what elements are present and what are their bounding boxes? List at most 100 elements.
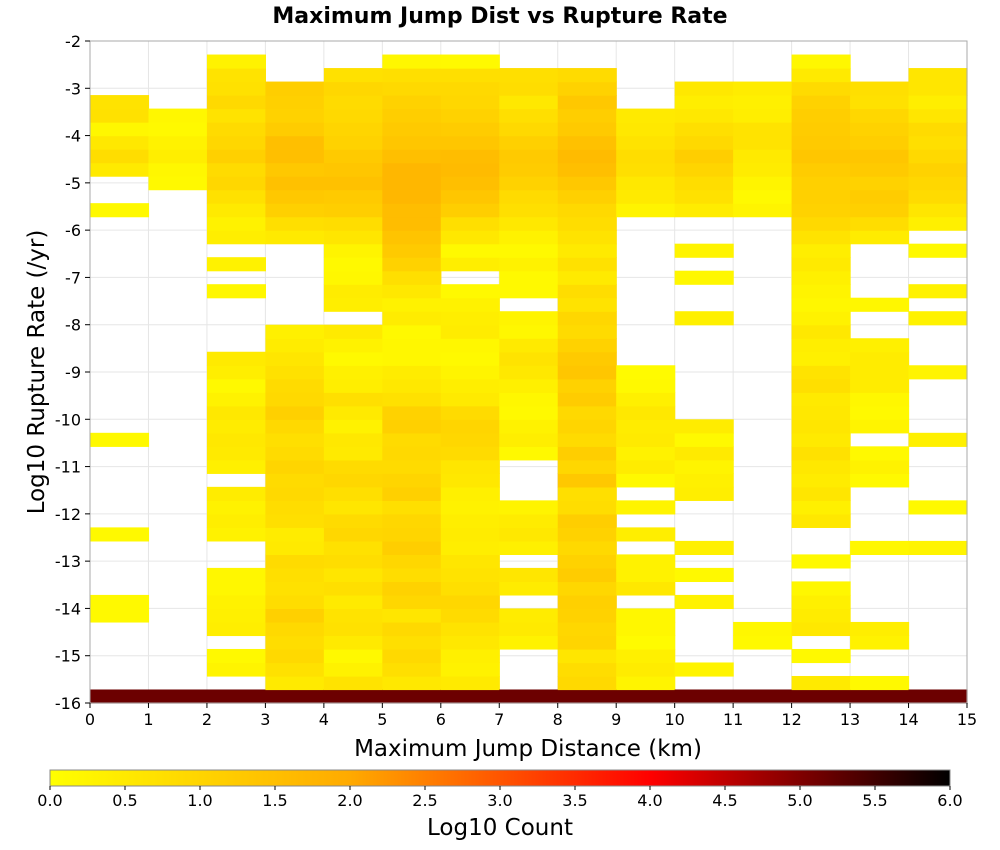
heatmap-cell <box>382 122 442 137</box>
heatmap-cell <box>908 500 968 515</box>
y-tick-label: -9 <box>65 363 81 382</box>
heatmap-cell <box>499 432 559 447</box>
heatmap-cell <box>382 162 442 177</box>
heatmap-cell <box>206 432 266 447</box>
heatmap-cell <box>323 392 383 407</box>
heatmap-cell <box>674 108 734 123</box>
heatmap-cell <box>674 95 734 110</box>
heatmap-cell <box>323 81 383 96</box>
x-tick-label: 10 <box>664 710 684 729</box>
heatmap-cell <box>382 230 442 245</box>
heatmap-cell <box>499 108 559 123</box>
heatmap-cell <box>440 554 500 569</box>
heatmap-cell <box>499 365 559 380</box>
heatmap-cell <box>440 338 500 353</box>
heatmap-cell <box>616 608 676 623</box>
heatmap-cell <box>382 648 442 664</box>
heatmap-cell <box>557 486 617 501</box>
x-tick-label: 9 <box>611 710 621 729</box>
heatmap-cell <box>850 621 910 637</box>
heatmap-cell <box>908 81 968 96</box>
heatmap-cell <box>499 81 559 96</box>
heatmap-cell <box>499 324 559 339</box>
heatmap-cell <box>908 176 968 191</box>
heatmap-cell <box>265 689 325 704</box>
heatmap-cell <box>791 500 851 515</box>
heatmap-cell <box>557 378 617 393</box>
heatmap-cell <box>616 648 676 664</box>
heatmap-cell <box>323 378 383 393</box>
heatmap-cell <box>616 392 676 407</box>
heatmap-cell <box>616 365 676 380</box>
heatmap-cell <box>206 135 266 150</box>
heatmap-cell <box>323 608 383 623</box>
heatmap-cell <box>499 176 559 191</box>
heatmap-cell <box>850 365 910 380</box>
heatmap-cell <box>323 621 383 637</box>
heatmap-cell <box>440 243 500 258</box>
heatmap-cell <box>323 257 383 272</box>
heatmap-cell <box>791 297 851 312</box>
heatmap-cell <box>850 162 910 177</box>
heatmap-cell <box>265 594 325 610</box>
heatmap-cell <box>616 176 676 191</box>
heatmap-cell <box>850 675 910 691</box>
heatmap-cell <box>382 594 442 610</box>
heatmap-cell <box>382 203 442 218</box>
heatmap-cell <box>557 446 617 461</box>
heatmap-cell <box>440 216 500 231</box>
heatmap-cell <box>557 270 617 285</box>
heatmap-cell <box>733 81 793 96</box>
heatmap-cell <box>206 176 266 191</box>
heatmap-cell <box>499 567 559 583</box>
heatmap-cell <box>791 621 851 637</box>
heatmap-cell <box>440 68 500 83</box>
heatmap-cell <box>908 203 968 218</box>
heatmap-cell <box>908 162 968 177</box>
heatmap-cell <box>674 243 734 258</box>
heatmap-cell <box>382 135 442 150</box>
heatmap-cell <box>440 135 500 150</box>
heatmap-cell <box>557 324 617 339</box>
heatmap-cell <box>499 608 559 623</box>
heatmap-cell <box>791 594 851 610</box>
heatmap-cell <box>908 68 968 83</box>
heatmap-cell <box>323 473 383 488</box>
heatmap-cell <box>908 311 968 326</box>
colorbar-tick-label: 4.0 <box>637 791 662 810</box>
heatmap-cell <box>557 500 617 515</box>
chart-title: Maximum Jump Dist vs Rupture Rate <box>272 4 727 29</box>
heatmap-cell <box>382 554 442 569</box>
heatmap-cell <box>850 392 910 407</box>
colorbar-tick-label: 3.5 <box>562 791 587 810</box>
heatmap-cell <box>616 473 676 488</box>
heatmap-cell <box>90 203 150 218</box>
heatmap-cell <box>557 581 617 596</box>
heatmap-cell <box>382 419 442 434</box>
heatmap-cell <box>323 162 383 177</box>
heatmap-cell <box>499 257 559 272</box>
heatmap-cell <box>440 351 500 366</box>
heatmap-cell <box>382 473 442 488</box>
heatmap-cell <box>791 135 851 150</box>
heatmap-cell <box>557 257 617 272</box>
heatmap-cell <box>148 135 208 150</box>
colorbar-tick-label: 0.0 <box>37 791 62 810</box>
heatmap-cell <box>440 324 500 339</box>
heatmap-cell <box>90 162 150 177</box>
heatmap-cell <box>382 459 442 474</box>
heatmap-cell <box>206 419 266 434</box>
heatmap-cell <box>440 567 500 583</box>
heatmap-cell <box>440 108 500 123</box>
heatmap-cell <box>206 446 266 461</box>
heatmap-cell <box>440 189 500 204</box>
heatmap-cell <box>206 162 266 177</box>
heatmap-cell <box>908 243 968 258</box>
heatmap-cell <box>382 378 442 393</box>
heatmap-cell <box>850 459 910 474</box>
heatmap-cell <box>440 230 500 245</box>
heatmap-cell <box>323 662 383 677</box>
y-tick-label: -15 <box>55 647 81 666</box>
heatmap-cell <box>499 689 559 704</box>
heatmap-cell <box>850 689 910 704</box>
